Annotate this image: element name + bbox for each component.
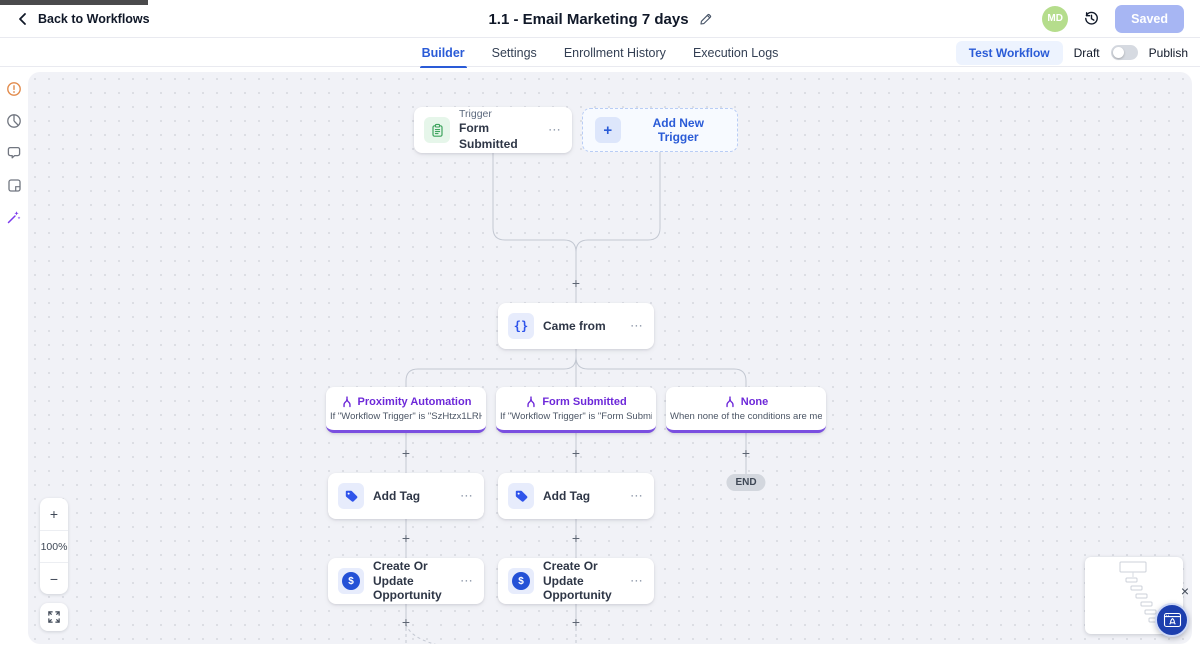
create-opportunity-node[interactable]: $ Create Or Update Opportunity ⋯	[328, 558, 484, 604]
add-step-button[interactable]: +	[567, 274, 585, 292]
plus-icon: +	[595, 117, 621, 143]
trigger-node-type: Trigger	[459, 107, 492, 120]
saved-button[interactable]: Saved	[1115, 4, 1184, 33]
braces-icon: {}	[508, 313, 534, 339]
zoom-controls: + 100% −	[40, 498, 68, 594]
zoom-out-button[interactable]: −	[40, 562, 68, 594]
tab-enrollment-history[interactable]: Enrollment History	[564, 38, 666, 67]
zoom-level: 100%	[40, 530, 68, 562]
node-menu-button[interactable]: ⋯	[630, 318, 644, 333]
help-launcher-button[interactable]	[1155, 603, 1189, 637]
node-menu-button[interactable]: ⋯	[630, 488, 644, 503]
launcher-rocket-icon	[1163, 612, 1181, 627]
node-menu-button[interactable]: ⋯	[460, 488, 474, 503]
avatar[interactable]: MD	[1042, 5, 1069, 32]
opportunity-label: Create Or Update Opportunity	[543, 559, 612, 603]
tab-settings[interactable]: Settings	[492, 38, 537, 67]
workflow-state-controls: Test Workflow Draft Publish	[955, 38, 1188, 67]
ai-assistant-rail-button[interactable]	[6, 209, 22, 225]
chevron-left-icon	[19, 12, 26, 25]
branch-proximity-automation[interactable]: Proximity Automation If "Workflow Trigge…	[326, 387, 486, 433]
add-tag-node[interactable]: Add Tag ⋯	[498, 473, 654, 519]
alerts-rail-button[interactable]	[6, 81, 22, 97]
fit-view-button[interactable]	[40, 603, 68, 631]
tag-icon	[508, 483, 534, 509]
test-workflow-button[interactable]: Test Workflow	[955, 40, 1063, 65]
branch-none[interactable]: None When none of the conditions are met	[666, 387, 826, 433]
edit-title-button[interactable]	[699, 13, 712, 26]
back-label: Back to Workflows	[38, 11, 150, 26]
pencil-icon	[699, 13, 711, 25]
draft-label: Draft	[1073, 45, 1100, 60]
node-menu-button[interactable]: ⋯	[548, 122, 562, 137]
tab-execution-logs[interactable]: Execution Logs	[693, 38, 778, 67]
add-step-button[interactable]: +	[737, 444, 755, 462]
came-from-label: Came from	[543, 318, 606, 333]
trigger-node-name: Form Submitted	[459, 121, 518, 151]
add-tag-node[interactable]: Add Tag ⋯	[328, 473, 484, 519]
add-step-button[interactable]: +	[397, 444, 415, 462]
branch-icon	[726, 395, 734, 407]
top-header: Back to Workflows 1.1 - Email Marketing …	[0, 0, 1200, 38]
close-widget-button[interactable]: ×	[1178, 583, 1192, 599]
left-rail	[0, 67, 28, 651]
branch-title: Form Submitted	[542, 395, 627, 408]
publish-label: Publish	[1148, 45, 1188, 60]
zoom-in-button[interactable]: +	[40, 498, 68, 530]
came-from-node[interactable]: {} Came from ⋯	[498, 303, 654, 349]
publish-toggle[interactable]	[1110, 45, 1138, 60]
alert-circle-icon	[7, 82, 21, 96]
notes-rail-button[interactable]	[6, 177, 22, 193]
notes-icon	[7, 178, 21, 192]
branch-condition: If "Workflow Trigger" is "SzHtzx1LRHV...	[330, 410, 482, 422]
tab-builder[interactable]: Builder	[419, 38, 467, 68]
tab-bar: Builder Settings Enrollment History Exec…	[0, 38, 1200, 68]
branch-condition: If "Workflow Trigger" is "Form Submit...	[500, 410, 652, 422]
add-tag-label: Add Tag	[543, 488, 591, 503]
end-node: END	[726, 474, 766, 491]
tag-icon	[338, 483, 364, 509]
trigger-node[interactable]: Trigger Form Submitted ⋯	[414, 107, 572, 153]
add-tag-label: Add Tag	[373, 488, 421, 503]
back-to-workflows-button[interactable]: Back to Workflows	[16, 12, 150, 26]
node-menu-button[interactable]: ⋯	[460, 573, 474, 588]
opportunity-dollar-icon: $	[338, 568, 364, 594]
workflow-title-group: 1.1 - Email Marketing 7 days	[0, 0, 1200, 38]
page-title: 1.1 - Email Marketing 7 days	[488, 10, 689, 28]
add-step-button[interactable]: +	[567, 444, 585, 462]
add-step-button[interactable]: +	[397, 613, 415, 631]
stats-rail-button[interactable]	[6, 113, 22, 129]
header-actions: MD Saved	[1042, 4, 1184, 33]
pie-chart-icon	[7, 114, 21, 128]
form-clipboard-icon	[424, 117, 450, 143]
tab-list: Builder Settings Enrollment History Exec…	[0, 38, 1200, 68]
workflow-canvas[interactable]: + + + + + + + + Trigger Form Submitted ⋯…	[28, 72, 1192, 644]
history-clock-icon	[1085, 11, 1099, 25]
comments-rail-button[interactable]	[6, 145, 22, 161]
branch-form-submitted[interactable]: Form Submitted If "Workflow Trigger" is …	[496, 387, 656, 433]
toggle-knob	[1112, 47, 1124, 58]
expand-icon	[48, 611, 60, 623]
branch-icon	[342, 395, 351, 407]
chat-bubble-icon	[7, 146, 21, 159]
opportunity-dollar-icon: $	[508, 568, 534, 594]
add-new-trigger-button[interactable]: + Add New Trigger	[582, 108, 738, 152]
branch-icon	[527, 395, 535, 407]
add-new-trigger-label: Add New Trigger	[652, 116, 704, 144]
branch-condition: When none of the conditions are met	[670, 410, 822, 422]
magic-wand-icon	[7, 211, 21, 224]
node-menu-button[interactable]: ⋯	[630, 573, 644, 588]
add-step-button[interactable]: +	[397, 529, 415, 547]
version-history-button[interactable]	[1083, 10, 1100, 27]
branch-title: Proximity Automation	[357, 395, 472, 408]
window-artifact	[0, 0, 148, 5]
add-step-button[interactable]: +	[567, 613, 585, 631]
minimap-preview	[1119, 561, 1161, 623]
add-step-button[interactable]: +	[567, 529, 585, 547]
branch-title: None	[740, 395, 769, 408]
opportunity-label: Create Or Update Opportunity	[373, 559, 442, 603]
create-opportunity-node[interactable]: $ Create Or Update Opportunity ⋯	[498, 558, 654, 604]
